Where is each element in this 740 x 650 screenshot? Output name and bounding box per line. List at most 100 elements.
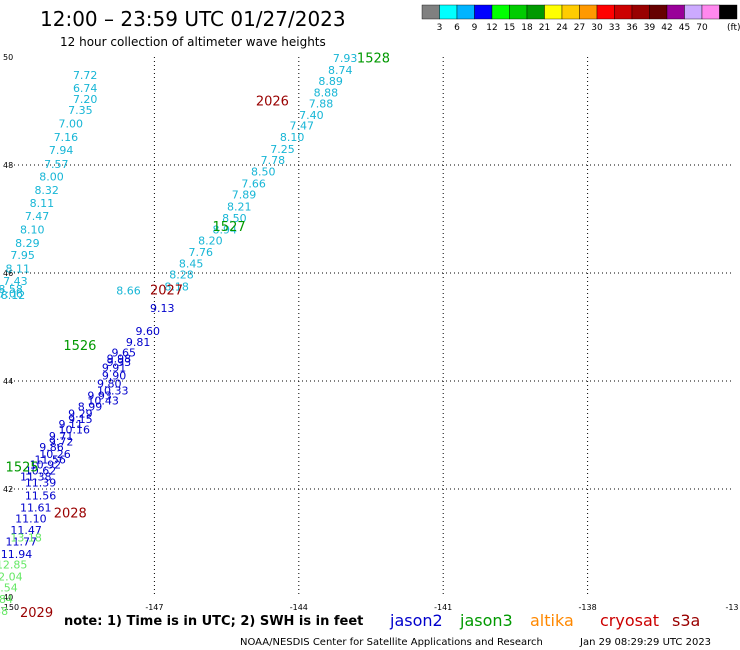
footer-credit: NOAA/NESDIS Center for Satellite Applica… [240, 637, 543, 648]
swh-value-label: 12.85 [0, 559, 27, 572]
legend-label: 45 [679, 23, 690, 33]
swh-value-label: 7.89 [232, 189, 257, 202]
axis-tick-labels: -150 -147 -144 -141 -138 -13 40 42 44 46 48 50 [1, 53, 739, 612]
chart-subtitle: 12 hour collection of altimeter wave hei… [60, 35, 326, 49]
x-tick-label: -144 [290, 603, 308, 612]
swh-value-label: 12.54 [0, 581, 18, 594]
pass-time-label: 1527 [213, 220, 246, 235]
swh-value-label: 8.66 [116, 284, 140, 297]
footer-note: note: 1) Time is in UTC; 2) SWH is in fe… [64, 614, 363, 629]
swh-value-label: 8.18 [164, 281, 189, 294]
legend-swatch [684, 4, 703, 20]
x-tick-label: -150 [1, 603, 19, 612]
swh-value-label: 9.13 [150, 302, 175, 315]
legend-swatch [719, 4, 738, 20]
swh-value-label: 11.39 [25, 477, 56, 490]
swh-value-label: 11.94 [1, 548, 33, 561]
swh-value-label: 8.29 [15, 237, 40, 250]
swh-value-label: 8.32 [34, 184, 59, 197]
legend-swatch [631, 4, 650, 20]
plot-area [10, 57, 732, 597]
swh-value-label: 11.61 [20, 501, 52, 514]
legend-swatch [509, 4, 528, 20]
legend-label: 21 [539, 23, 550, 33]
swh-value-label: 7.00 [59, 117, 84, 130]
swh-value-label: 8.11 [6, 263, 31, 276]
satellite-name: jason3 [459, 611, 513, 630]
satellite-name: cryosat [600, 611, 659, 630]
swh-value-label: 7.47 [290, 120, 315, 133]
legend-label: 70 [696, 23, 708, 33]
swh-value-label: 8.88 [314, 87, 339, 100]
swh-value-label: 8.10 [20, 223, 45, 236]
swh-value-label: 8.28 [169, 269, 194, 282]
y-tick-label: 46 [3, 269, 13, 278]
swh-value-label: 7.66 [241, 177, 266, 190]
swh-value-label: 13.84 [0, 593, 13, 606]
x-tick-label: -141 [434, 603, 452, 612]
swh-value-label: 8.21 [227, 201, 252, 214]
legend-label: 9 [472, 23, 478, 33]
legend-label: 12 [486, 23, 497, 33]
swh-value-label: 7.06 [0, 288, 23, 301]
swh-value-label: 7.95 [10, 249, 35, 262]
pass-time-labels: 2026 1528 1527 2027 1526 1525 2028 2029 [6, 52, 390, 622]
grid-lines [10, 57, 732, 597]
swh-value-label: 9.72 [49, 435, 74, 448]
legend-unit: (ft) [727, 23, 740, 33]
pass-time-label: 2026 [256, 94, 289, 109]
swh-value-label: 8.94 [213, 223, 238, 236]
swh-value-label: 7.93 [333, 52, 358, 65]
swh-value-label: 11.47 [10, 524, 42, 537]
swh-value-label: 10.16 [59, 424, 91, 437]
pass-time-label: 1528 [357, 52, 390, 67]
swh-value-label: 8.00 [39, 170, 64, 183]
swh-value-label: 9.60 [136, 325, 161, 338]
pass-time-label: 1526 [63, 339, 96, 354]
swh-value-label: 9.29 [68, 407, 93, 420]
swh-value-label: 11.10 [15, 513, 47, 526]
swh-value-label: 9.80 [97, 378, 122, 391]
swh-value-label: 11.56 [25, 489, 56, 502]
swh-value-label: 8.50 [222, 212, 247, 225]
legend-swatch [491, 4, 510, 20]
swh-value-label: 11.77 [6, 535, 38, 548]
swh-value-label: 9.71 [49, 430, 74, 443]
legend-swatch [666, 4, 685, 20]
legend-swatch [561, 4, 580, 20]
x-tick-label: -13 [725, 603, 738, 612]
swh-value-label: 7.47 [25, 210, 49, 223]
chart-title: 12:00 – 23:59 UTC 01/27/2023 [40, 7, 346, 31]
swh-value-label: 9.65 [111, 346, 136, 359]
satellite-legend: jason2 jason3 altika cryosat s3a [389, 611, 700, 630]
legend-swatch [421, 4, 440, 20]
legend-label: 18 [521, 23, 533, 33]
swh-value-label: 8.50 [251, 165, 275, 178]
legend-swatch [596, 4, 615, 20]
swh-value-label: 7.20 [73, 93, 98, 106]
swh-value-label: 7.76 [188, 246, 213, 259]
swh-value-label: 9.90 [102, 370, 127, 383]
legend-swatch [701, 4, 720, 20]
satellite-name: s3a [672, 611, 700, 630]
swh-value-label: 7.78 [261, 154, 286, 167]
legend-label: 42 [661, 23, 672, 33]
swh-value-label: 7.72 [73, 69, 98, 82]
y-tick-label: 40 [3, 593, 13, 602]
swh-value-label: 12.04 [0, 570, 23, 583]
swh-value-label: 9.86 [39, 441, 64, 454]
swh-value-label: 8.12 [1, 289, 26, 302]
swh-value-label: 8.58 [0, 283, 23, 296]
swh-value-label: 10.43 [87, 394, 119, 407]
legend-label: 24 [556, 23, 568, 33]
swh-value-label: 9.81 [126, 336, 151, 349]
swh-value-label: 10.26 [39, 448, 71, 461]
swh-value-label: 14.38 [0, 605, 8, 618]
legend-swatch [544, 4, 563, 20]
swh-value-label: 9.15 [68, 413, 93, 426]
satellite-name: jason2 [389, 611, 443, 630]
swh-value-label: 7.40 [299, 109, 324, 122]
legend-label: 27 [574, 23, 585, 33]
swh-value-label: 8.10 [280, 131, 305, 144]
